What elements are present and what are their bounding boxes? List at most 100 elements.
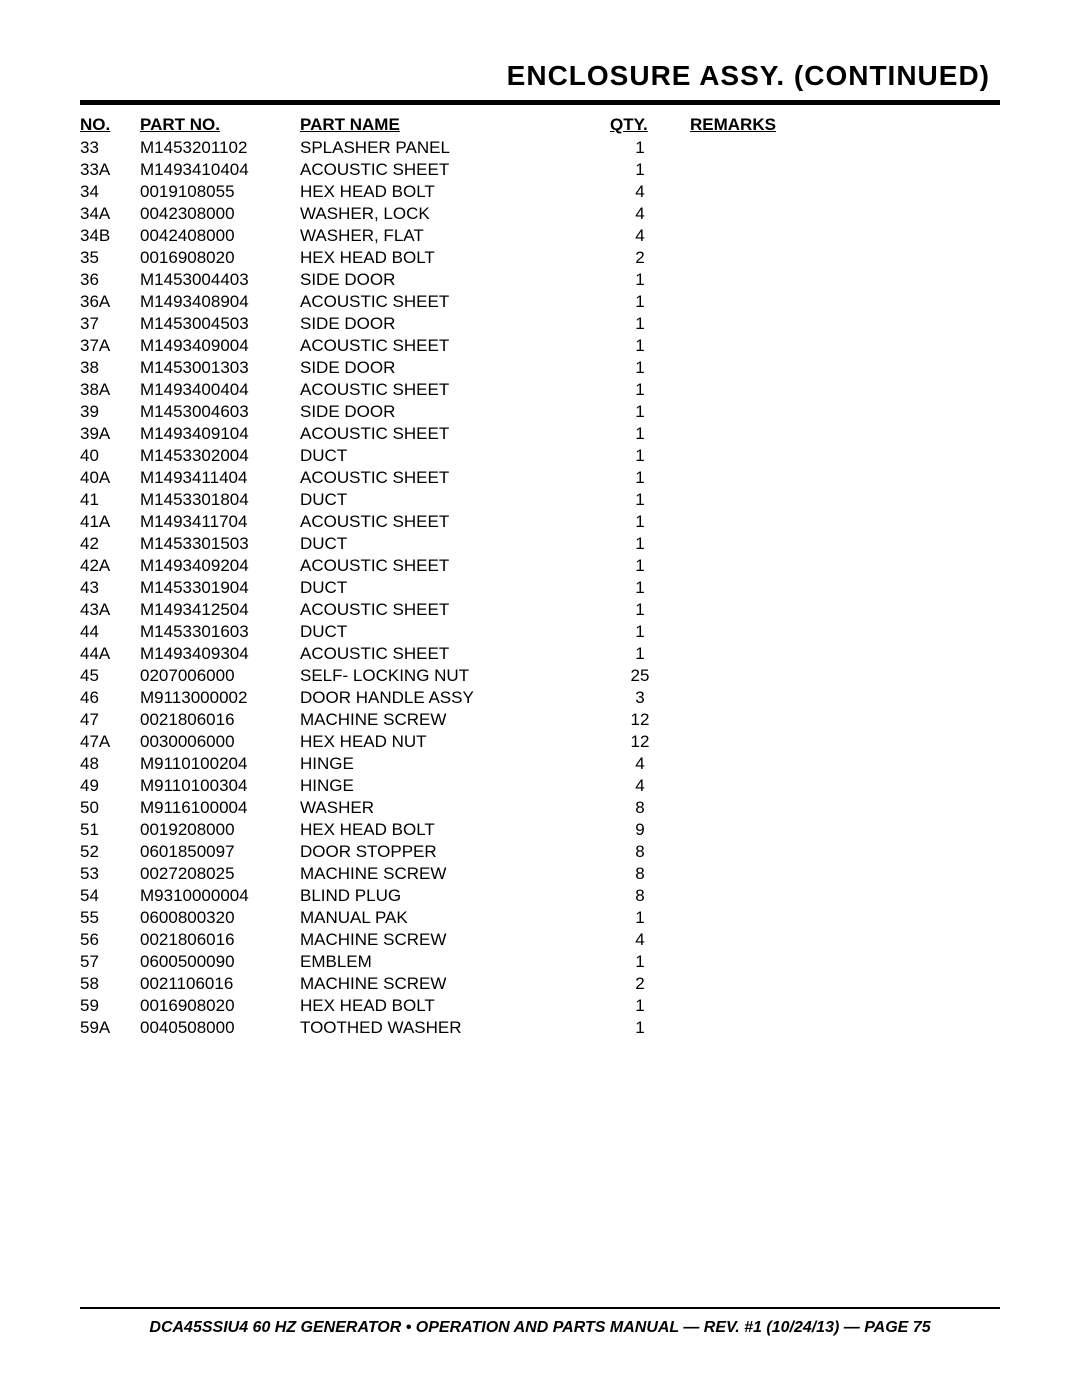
cell-qty: 12 [590,731,690,753]
cell-partno: 0019108055 [140,181,300,203]
cell-qty: 1 [590,423,690,445]
cell-qty: 1 [590,995,690,1017]
table-row: 46M9113000002DOOR HANDLE ASSY3 [80,687,1000,709]
cell-partno: M1493409104 [140,423,300,445]
table-row: 510019208000HEX HEAD BOLT9 [80,819,1000,841]
cell-remarks [690,379,1000,401]
table-row: 34A0042308000WASHER, LOCK4 [80,203,1000,225]
cell-remarks [690,643,1000,665]
cell-no: 52 [80,841,140,863]
cell-partno: M1453201102 [140,137,300,159]
cell-no: 34A [80,203,140,225]
cell-remarks [690,203,1000,225]
cell-remarks [690,863,1000,885]
cell-partname: MACHINE SCREW [300,929,590,951]
cell-partname: ACOUSTIC SHEET [300,467,590,489]
cell-remarks [690,181,1000,203]
cell-no: 58 [80,973,140,995]
table-row: 33M1453201102SPLASHER PANEL1 [80,137,1000,159]
cell-partno: M9110100304 [140,775,300,797]
table-row: 38AM1493400404ACOUSTIC SHEET1 [80,379,1000,401]
cell-no: 51 [80,819,140,841]
cell-partno: 0600500090 [140,951,300,973]
cell-partname: DOOR HANDLE ASSY [300,687,590,709]
cell-remarks [690,731,1000,753]
cell-partname: DOOR STOPPER [300,841,590,863]
cell-partno: M1493412504 [140,599,300,621]
cell-partname: WASHER, FLAT [300,225,590,247]
cell-partname: ACOUSTIC SHEET [300,423,590,445]
cell-partno: 0600800320 [140,907,300,929]
cell-partno: M1493409304 [140,643,300,665]
cell-qty: 1 [590,1017,690,1039]
table-row: 41AM1493411704ACOUSTIC SHEET1 [80,511,1000,533]
table-row: 42AM1493409204ACOUSTIC SHEET1 [80,555,1000,577]
cell-partname: SIDE DOOR [300,357,590,379]
cell-partno: M1493411704 [140,511,300,533]
cell-qty: 1 [590,379,690,401]
cell-partno: M1453004603 [140,401,300,423]
cell-remarks [690,555,1000,577]
table-row: 36M1453004403SIDE DOOR1 [80,269,1000,291]
cell-partno: M1493411404 [140,467,300,489]
cell-qty: 1 [590,159,690,181]
cell-partno: 0016908020 [140,247,300,269]
cell-no: 42A [80,555,140,577]
cell-partname: SPLASHER PANEL [300,137,590,159]
cell-no: 49 [80,775,140,797]
cell-qty: 1 [590,467,690,489]
table-row: 40AM1493411404ACOUSTIC SHEET1 [80,467,1000,489]
cell-partno: M1453001303 [140,357,300,379]
cell-partno: M1453004403 [140,269,300,291]
cell-partname: MACHINE SCREW [300,863,590,885]
cell-partno: M1453301603 [140,621,300,643]
cell-no: 38A [80,379,140,401]
cell-partname: DUCT [300,445,590,467]
cell-remarks [690,291,1000,313]
cell-remarks [690,1017,1000,1039]
cell-qty: 1 [590,357,690,379]
cell-qty: 4 [590,775,690,797]
cell-qty: 4 [590,929,690,951]
cell-qty: 1 [590,269,690,291]
table-row: 590016908020HEX HEAD BOLT1 [80,995,1000,1017]
cell-remarks [690,665,1000,687]
table-row: 530027208025MACHINE SCREW8 [80,863,1000,885]
table-row: 450207006000SELF- LOCKING NUT25 [80,665,1000,687]
header-qty: QTY. [590,113,690,137]
cell-partname: HEX HEAD BOLT [300,819,590,841]
table-row: 33AM1493410404ACOUSTIC SHEET1 [80,159,1000,181]
cell-remarks [690,797,1000,819]
cell-partno: 0207006000 [140,665,300,687]
header-partname: PART NAME [300,113,590,137]
cell-remarks [690,929,1000,951]
table-row: 34B0042408000WASHER, FLAT4 [80,225,1000,247]
cell-qty: 4 [590,181,690,203]
cell-remarks [690,159,1000,181]
cell-no: 43 [80,577,140,599]
cell-qty: 1 [590,599,690,621]
cell-remarks [690,467,1000,489]
cell-qty: 8 [590,797,690,819]
cell-no: 54 [80,885,140,907]
header-no: NO. [80,113,140,137]
cell-partno: M1453301904 [140,577,300,599]
cell-partno: M1453301804 [140,489,300,511]
cell-qty: 4 [590,203,690,225]
cell-partno: 0040508000 [140,1017,300,1039]
header-remarks: REMARKS [690,113,1000,137]
cell-partno: M9113000002 [140,687,300,709]
cell-qty: 8 [590,885,690,907]
table-row: 39AM1493409104ACOUSTIC SHEET1 [80,423,1000,445]
cell-partno: M1453004503 [140,313,300,335]
cell-partno: 0021106016 [140,973,300,995]
cell-qty: 1 [590,511,690,533]
cell-partname: HEX HEAD BOLT [300,181,590,203]
table-row: 580021106016MACHINE SCREW2 [80,973,1000,995]
cell-no: 55 [80,907,140,929]
title-rule [80,100,1000,105]
cell-partname: HINGE [300,753,590,775]
cell-qty: 4 [590,753,690,775]
table-row: 37M1453004503SIDE DOOR1 [80,313,1000,335]
cell-partname: DUCT [300,489,590,511]
